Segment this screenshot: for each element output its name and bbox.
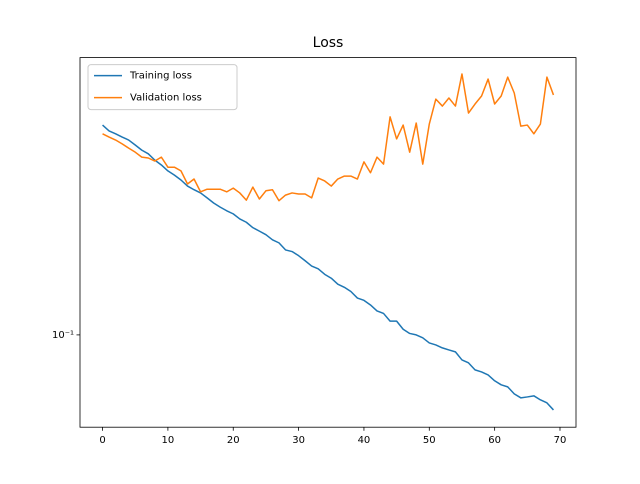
legend-box <box>87 64 238 111</box>
x-tick-label: 30 <box>292 435 305 446</box>
x-tick-label: 20 <box>227 435 240 446</box>
y-tick-label: 10⁻¹ <box>52 330 74 341</box>
x-tick-label: 60 <box>488 435 501 446</box>
chart-title: Loss <box>313 35 344 51</box>
legend-label: Validation loss <box>130 93 202 104</box>
x-tick-label: 10 <box>162 435 175 446</box>
x-tick-label: 50 <box>423 435 436 446</box>
legend-label: Training loss <box>129 71 192 82</box>
x-tick-label: 70 <box>554 435 567 446</box>
series-line <box>102 124 555 411</box>
x-tick-label: 40 <box>358 435 371 446</box>
series-line <box>102 73 555 202</box>
x-tick-label: 0 <box>99 435 105 446</box>
plot-frame <box>79 57 577 428</box>
